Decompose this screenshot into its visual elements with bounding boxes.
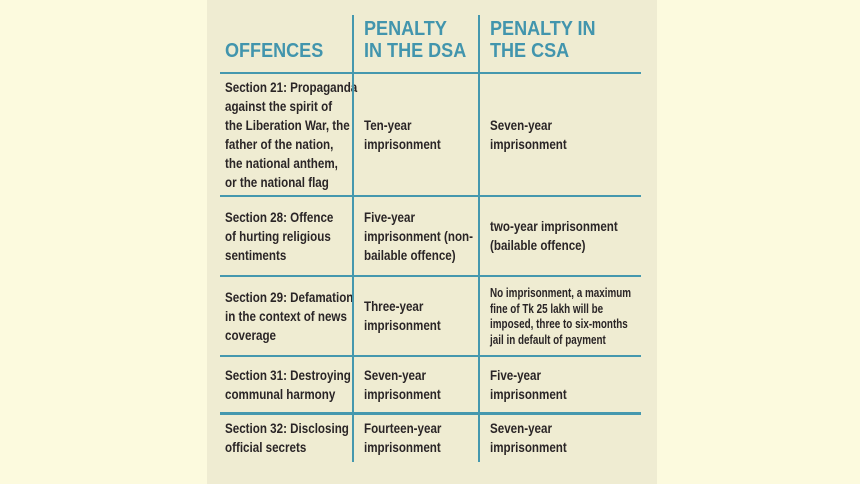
offence-text: Section 28: Offence of hurting religious… <box>225 209 334 263</box>
dsa-penalty-cell: Ten-year imprisonment <box>352 73 478 196</box>
row-divider <box>220 194 641 197</box>
csa-penalty-cell: Five-year imprisonment <box>478 356 657 414</box>
row-divider <box>220 274 641 277</box>
offence-text: Section 21: Propaganda against the spiri… <box>225 79 358 190</box>
csa-penalty-text: Seven-year imprisonment <box>490 420 567 455</box>
csa-penalty-text: two-year imprisonment (bailable offence) <box>490 219 618 253</box>
header-underline <box>220 71 641 74</box>
dsa-penalty-text: Seven-year imprisonment <box>364 367 441 402</box>
csa-penalty-cell: two-year imprisonment (bailable offence) <box>478 196 657 276</box>
dsa-penalty-text: Ten-year imprisonment <box>364 117 441 152</box>
offence-cell: Section 31: Destroying communal harmony <box>207 356 352 414</box>
offence-cell: Section 32: Disclosing official secrets <box>207 414 352 463</box>
offence-cell: Section 28: Offence of hurting religious… <box>207 196 352 276</box>
offence-text: Section 31: Destroying communal harmony <box>225 367 351 402</box>
offence-cell: Section 29: Defamation in the context of… <box>207 276 354 356</box>
row-divider <box>220 412 641 415</box>
csa-penalty-cell: Seven-year imprisonment <box>478 73 657 196</box>
penalty-comparison-table: OFFENCES PENALTY IN THE DSA PENALTY IN T… <box>207 0 657 484</box>
offence-text: Section 29: Defamation in the context of… <box>225 289 354 343</box>
column-header-label: PENALTY IN THE DSA <box>364 17 467 62</box>
dsa-penalty-cell: Three-year imprisonment <box>352 276 478 356</box>
offence-text: Section 32: Disclosing official secrets <box>225 420 349 455</box>
column-divider <box>351 15 354 462</box>
csa-penalty-text: Seven-year imprisonment <box>490 117 567 152</box>
offence-cell: Section 21: Propaganda against the spiri… <box>207 73 357 196</box>
csa-penalty-text: No imprisonment, a maximum fine of Tk 25… <box>490 285 632 347</box>
csa-penalty-text: Five-year imprisonment <box>490 367 567 402</box>
csa-penalty-cell: Seven-year imprisonment <box>478 414 657 463</box>
column-header-label: PENALTY IN THE CSA <box>490 17 596 62</box>
dsa-penalty-cell: Fourteen-year imprisonment <box>352 414 478 463</box>
dsa-penalty-text: Three-year imprisonment <box>364 299 441 333</box>
dsa-penalty-cell: Five-year imprisonment (non- bailable of… <box>352 196 478 276</box>
column-header-offences: OFFENCES <box>207 0 352 73</box>
dsa-penalty-text: Fourteen-year imprisonment <box>364 420 442 455</box>
table-grid: OFFENCES PENALTY IN THE DSA PENALTY IN T… <box>207 0 657 462</box>
column-header-penalty-dsa: PENALTY IN THE DSA <box>352 0 478 73</box>
dsa-penalty-text: Five-year imprisonment (non- bailable of… <box>364 209 474 263</box>
row-divider <box>220 354 641 357</box>
csa-penalty-cell: No imprisonment, a maximum fine of Tk 25… <box>478 276 657 356</box>
column-header-label: OFFENCES <box>225 39 324 62</box>
column-header-penalty-csa: PENALTY IN THE CSA <box>478 0 657 73</box>
dsa-penalty-cell: Seven-year imprisonment <box>352 356 478 414</box>
column-divider <box>477 15 480 462</box>
